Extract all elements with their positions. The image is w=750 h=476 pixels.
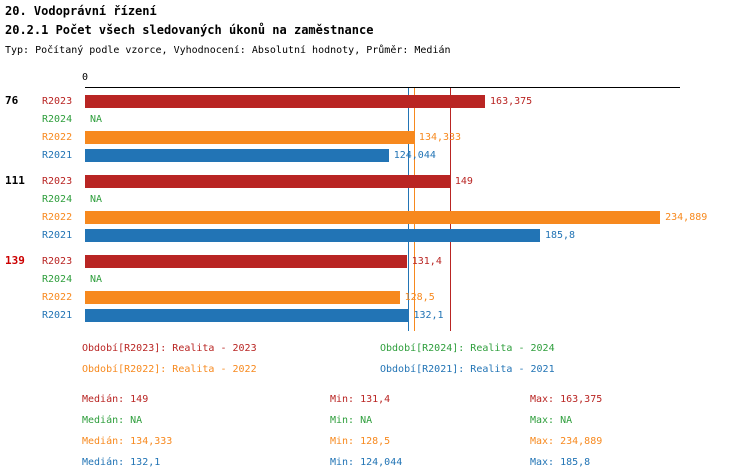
bar-value-label: 134,333: [418, 131, 462, 143]
bar-track: 132,1: [85, 308, 680, 322]
median-line-r2022: [413, 88, 415, 331]
series-label: R2021: [42, 309, 73, 321]
bar-r2023: [85, 174, 450, 188]
legend-row: Období[R2022]: Realita - 2022 Období[R202…: [0, 359, 750, 380]
stats-row: Medián: 149 Min: 131,4 Max: 163,375: [0, 389, 750, 410]
series-label: R2021: [42, 149, 73, 161]
bar-value-label: 185,8: [544, 229, 576, 241]
bar-track: 149: [85, 174, 680, 188]
series-label: R2021: [42, 229, 73, 241]
bar-value-label: 163,375: [490, 95, 533, 107]
legend-item: Období[R2022]: Realita - 2022: [82, 364, 257, 375]
stats-row: Medián: 132,1 Min: 124,044 Max: 185,8: [0, 452, 750, 473]
bar-value-label: 149: [454, 175, 473, 187]
plot-area: [85, 87, 680, 331]
bar-track: NA: [85, 113, 680, 126]
stat-min: Min: 128,5: [330, 436, 391, 447]
bar-track: NA: [85, 193, 680, 206]
bar-row: R2022 128,5: [40, 288, 750, 306]
stat-median: Medián: 134,333: [82, 436, 173, 447]
series-label: R2022: [42, 291, 73, 303]
series-label: R2023: [42, 175, 73, 187]
median-line-r2021: [408, 88, 410, 331]
series-label: R2024: [42, 193, 73, 205]
report-title: 20. Vodoprávní řízení: [5, 4, 157, 18]
stats-table: Medián: 149 Min: 131,4 Max: 163,375 Medián:…: [0, 389, 750, 473]
bar-groups: 76 R2023 163,375 R2024 NA R2022 134,333 R2021 12…: [0, 88, 750, 332]
bar-row: R2021 132,1: [40, 306, 750, 324]
series-label: R2022: [42, 131, 73, 143]
bar-chart: 0 76 R2023 163,375 R2024 NA R2022 134,333 R2021…: [0, 70, 750, 332]
stat-max: Max: NA: [530, 415, 573, 426]
legend-item: Období[R2023]: Realita - 2023: [82, 343, 257, 354]
bar-row: R2022 134,333: [40, 128, 750, 146]
bar-value-label: NA: [90, 113, 103, 125]
bar-group: 76 R2023 163,375 R2024 NA R2022 134,333 R2021 12…: [0, 92, 750, 164]
series-label: R2024: [42, 273, 73, 285]
bar-track: NA: [85, 273, 680, 286]
bar-row: R2023 149: [40, 172, 750, 190]
bar-track: 134,333: [85, 130, 680, 144]
stat-median: Medián: NA: [82, 415, 143, 426]
bar-r2022: [85, 210, 661, 224]
bar-value-label: 128,5: [404, 291, 435, 303]
bar-row: R2021 124,044: [40, 146, 750, 164]
report-meta: Typ: Počítaný podle vzorce, Vyhodnocení:…: [5, 45, 451, 56]
stat-median: Medián: 149: [82, 394, 149, 405]
group-label: 76: [5, 94, 19, 107]
group-label: 111: [5, 174, 25, 187]
bar-r2021: [85, 148, 389, 162]
bar-row: R2024 NA: [40, 190, 750, 208]
stats-row: Medián: 134,333 Min: 128,5 Max: 234,889: [0, 431, 750, 452]
median-line-r2023: [449, 88, 451, 331]
bar-value-label: NA: [90, 193, 103, 205]
stat-min: Min: 131,4: [330, 394, 391, 405]
bar-value-label: 124,044: [393, 149, 436, 161]
stat-max: Max: 234,889: [530, 436, 603, 447]
legend-item: Období[R2021]: Realita - 2021: [380, 364, 555, 375]
series-label: R2022: [42, 211, 73, 223]
bar-value-label: 132,1: [413, 309, 444, 321]
bar-row: R2023 163,375: [40, 92, 750, 110]
bar-track: 163,375: [85, 94, 680, 108]
bar-value-label: NA: [90, 273, 103, 285]
bar-row: R2024 NA: [40, 270, 750, 288]
bar-row: R2021 185,8: [40, 226, 750, 244]
stats-row: Medián: NA Min: NA Max: NA: [0, 410, 750, 431]
bar-group: 111 R2023 149 R2024 NA R2022 234,889 R2021 185,8: [0, 172, 750, 244]
legend-row: Období[R2023]: Realita - 2023 Období[R202…: [0, 338, 750, 359]
bar-r2021: [85, 308, 409, 322]
axis-origin-label: 0: [81, 72, 89, 83]
bar-r2023: [85, 254, 407, 268]
stat-max: Max: 185,8: [530, 457, 591, 468]
bar-track: 234,889: [85, 210, 707, 224]
series-label: R2023: [42, 95, 73, 107]
bar-r2023: [85, 94, 486, 108]
stat-min: Min: NA: [330, 415, 373, 426]
bar-track: 124,044: [85, 148, 680, 162]
series-label: R2024: [42, 113, 73, 125]
bar-value-label: 234,889: [665, 211, 708, 223]
bar-row: R2024 NA: [40, 110, 750, 128]
bar-track: 131,4: [85, 254, 680, 268]
bar-r2021: [85, 228, 540, 242]
stat-max: Max: 163,375: [530, 394, 603, 405]
legend: Období[R2023]: Realita - 2023 Období[R202…: [0, 338, 750, 380]
bar-group: 139 R2023 131,4 R2024 NA R2022 128,5 R2021 132,1: [0, 252, 750, 324]
bar-track: 128,5: [85, 290, 680, 304]
series-label: R2023: [42, 255, 73, 267]
bar-row: R2022 234,889: [40, 208, 750, 226]
bar-row: R2023 131,4: [40, 252, 750, 270]
bar-r2022: [85, 290, 400, 304]
bar-value-label: 131,4: [411, 255, 442, 267]
group-label: 139: [5, 254, 25, 267]
legend-item: Období[R2024]: Realita - 2024: [380, 343, 555, 354]
report-subtitle: 20.2.1 Počet všech sledovaných úkonů na …: [5, 23, 374, 37]
bar-track: 185,8: [85, 228, 680, 242]
stat-median: Medián: 132,1: [82, 457, 161, 468]
stat-min: Min: 124,044: [330, 457, 403, 468]
bar-r2022: [85, 130, 414, 144]
